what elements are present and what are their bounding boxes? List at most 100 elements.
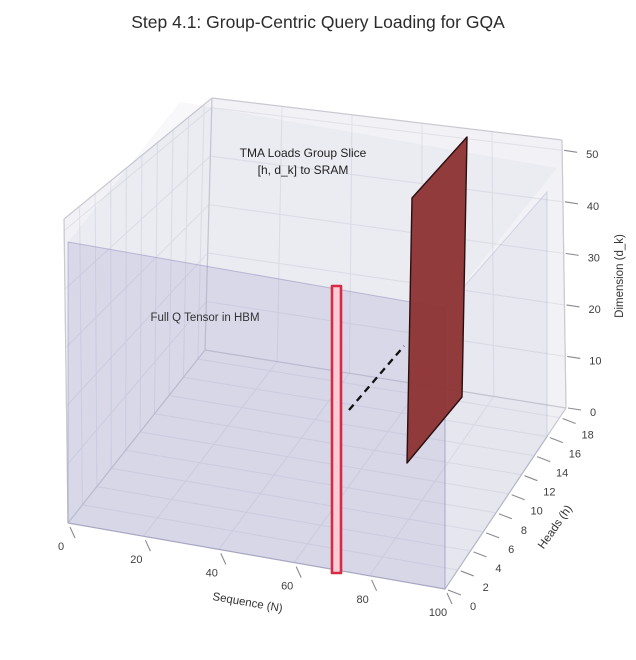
- tick-label: 40: [206, 567, 218, 579]
- tick-label: 0: [590, 407, 596, 419]
- grid-line: [207, 252, 565, 306]
- tick-mark: [69, 526, 76, 539]
- grid-line: [168, 129, 174, 396]
- axes-edge: [63, 97, 213, 220]
- axes-edge: [561, 139, 567, 409]
- tick-label: 0: [470, 601, 476, 613]
- axes-edge: [204, 97, 213, 351]
- tick-mark: [549, 437, 564, 444]
- left-wall-pane: [64, 98, 212, 523]
- grid-line: [111, 467, 484, 533]
- grid-line: [125, 449, 497, 514]
- tick-label: 20: [130, 554, 142, 566]
- tick-mark: [447, 589, 462, 596]
- x-axis-label: Sequence (N): [212, 591, 284, 615]
- tick-mark: [566, 304, 580, 308]
- tick-label: 100: [429, 607, 447, 619]
- grid-line: [348, 114, 353, 374]
- tick-mark: [567, 407, 582, 411]
- grid-line: [125, 168, 127, 451]
- tick-mark: [562, 418, 576, 425]
- group-slice-column: [330, 284, 343, 575]
- tick-label: 10: [589, 355, 601, 367]
- grid-line: [276, 106, 283, 362]
- tick-mark: [511, 494, 525, 501]
- grid-line: [210, 155, 563, 203]
- tick-label: 40: [587, 201, 599, 213]
- z-axis-label: Dimension (d_k): [614, 234, 626, 318]
- tick-mark: [564, 149, 578, 153]
- grid-line: [82, 504, 458, 571]
- axes-edge: [444, 407, 567, 590]
- tick-mark: [564, 201, 579, 205]
- grid-line: [65, 204, 210, 349]
- group-slice-column-shape: [330, 284, 343, 575]
- tick-mark: [446, 592, 453, 605]
- tick-label: 10: [531, 506, 543, 518]
- grid-line: [211, 107, 563, 151]
- tick-label: 20: [588, 304, 600, 316]
- tick-label: 8: [521, 525, 527, 537]
- tick-label: 12: [543, 487, 555, 499]
- tick-label: 4: [495, 563, 501, 575]
- tick-label: 14: [556, 468, 568, 480]
- grid-line: [218, 372, 350, 550]
- grid-line: [168, 394, 535, 457]
- grid-line: [94, 193, 98, 487]
- tick-mark: [486, 532, 500, 539]
- tick-label: 50: [586, 149, 598, 161]
- tick-label: 0: [58, 541, 64, 553]
- tick-mark: [460, 570, 474, 577]
- chart-title: Step 4.1: Group-Centric Query Loading fo…: [131, 12, 505, 32]
- grid-line: [79, 206, 83, 505]
- axes-edge: [204, 349, 567, 409]
- transfer-dashed-arrow: [348, 345, 405, 411]
- grid-line: [110, 180, 112, 469]
- tick-label: 18: [582, 430, 594, 442]
- axes-edges: [63, 97, 567, 590]
- grid-line: [66, 301, 207, 465]
- grid-line: [208, 204, 564, 254]
- grid-line: [142, 361, 278, 537]
- tick-mark: [567, 355, 581, 360]
- tick-label: 2: [483, 582, 489, 594]
- grid-line: [369, 396, 495, 577]
- tick-label: 6: [508, 544, 514, 556]
- tick-label: 80: [356, 594, 368, 606]
- tick-mark: [144, 539, 151, 552]
- tick-mark: [220, 553, 227, 565]
- annotation-tma-line2: [h, d_k] to SRAM: [258, 163, 349, 177]
- grid-line: [153, 142, 159, 414]
- annotation-tma-line1: TMA Loads Group Slice: [240, 146, 367, 160]
- axes-edge: [63, 218, 69, 524]
- tick-label: 30: [588, 252, 600, 264]
- tick-mark: [295, 566, 302, 578]
- grid-line: [66, 252, 209, 407]
- tick-marks: [69, 149, 582, 605]
- grid-line: [63, 107, 213, 232]
- grid-line: [197, 104, 205, 360]
- tick-mark: [498, 513, 513, 520]
- tick-mark: [473, 551, 487, 558]
- tick-mark: [565, 252, 579, 256]
- tick-mark: [536, 456, 551, 463]
- annotation-hbm: Full Q Tensor in HBM: [150, 312, 259, 324]
- grid-line: [139, 155, 143, 432]
- axes-edge: [211, 97, 563, 141]
- sram-plane-shape: [406, 136, 468, 464]
- axes-edge: [67, 522, 446, 590]
- grid-line: [64, 155, 211, 290]
- grid-line: [96, 486, 471, 552]
- grid-line: [182, 117, 190, 378]
- grid-line: [183, 376, 547, 438]
- grid-line: [197, 358, 560, 419]
- axes-edge: [67, 349, 206, 524]
- tick-label: 16: [569, 449, 581, 461]
- sram-slice-plane: [406, 136, 468, 464]
- tick-label: 60: [281, 581, 293, 593]
- grid-line: [206, 300, 566, 358]
- tick-mark: [524, 475, 538, 482]
